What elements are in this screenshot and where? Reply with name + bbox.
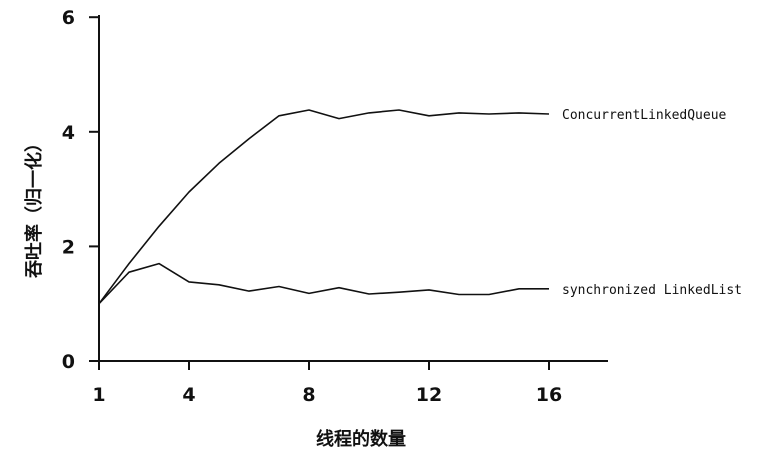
x-tick-label: 16 [536,384,562,406]
y-tick-label: 0 [62,351,75,373]
series-line-2 [98,262,549,305]
y-tick-label: 4 [62,122,75,144]
x-tick-label: 8 [302,384,315,406]
x-axis-title: 线程的数量 [316,428,406,450]
axes [98,15,608,362]
tick-marks [89,16,550,370]
y-tick-label: 6 [62,7,75,29]
x-tick-label: 4 [182,384,195,406]
series-label-1: ConcurrentLinkedQueue [562,108,727,123]
series-labels: ConcurrentLinkedQueue synchronized Linked… [562,108,742,298]
x-tick-label: 12 [416,384,442,406]
series-lines [98,109,550,305]
y-axis-title: 吞吐率（归一化） [23,134,45,278]
series-line-1 [98,109,550,305]
tick-labels: 1 4 8 12 16 0 2 4 6 [62,7,562,406]
x-tick-label: 1 [92,384,105,406]
y-tick-label: 2 [62,236,75,258]
series-label-2: synchronized LinkedList [562,283,742,298]
